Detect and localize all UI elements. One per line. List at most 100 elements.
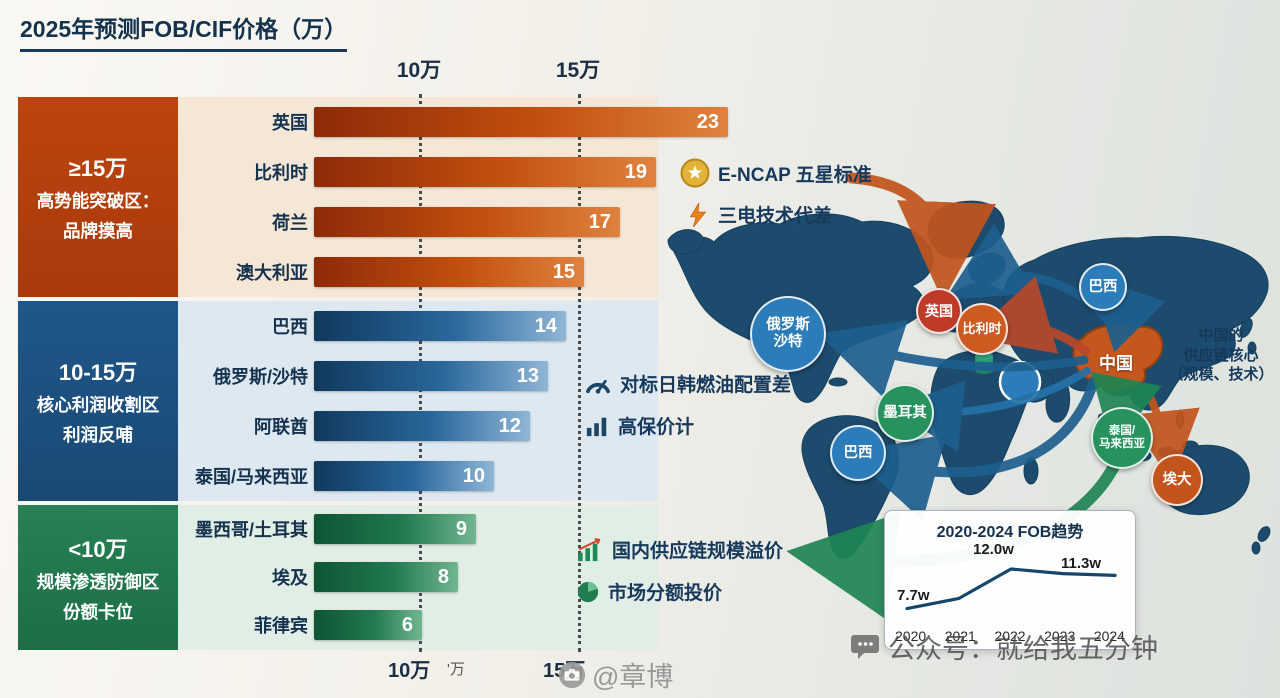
bar-value-label: 8 [437, 565, 449, 588]
bar-row-label: 比利时 [254, 163, 308, 183]
bar-row-label: 英国 [272, 113, 308, 133]
bar-row: 英国 23 [178, 97, 728, 147]
arrow-blue-to-turkey [890, 367, 1091, 452]
bar: 8 [314, 562, 458, 592]
bar-value-label: 19 [624, 160, 647, 183]
tier2-line3: 利润反哺 [63, 425, 133, 445]
axis-tick-bottom-10: 10万 [388, 660, 431, 682]
new-zealand-north [1257, 526, 1271, 542]
badge-label: 埃大 [1162, 471, 1192, 488]
tier2-line1: 10-15万 [58, 360, 138, 385]
bar-row: 荷兰 17 [178, 197, 620, 247]
point-label-2020: 7.7w [897, 587, 930, 604]
watermark-text: 公众号：就给我五分钟 [888, 634, 1158, 664]
china-label: 中国 [1099, 354, 1133, 373]
year-tick: 2024 [1093, 628, 1125, 644]
annotation-text: 市场分额投价 [608, 583, 723, 604]
watermark-center: @章博 [558, 655, 673, 694]
bar-row-label: 巴西 [272, 317, 308, 337]
bar-row: 巴西 14 [178, 301, 566, 351]
arrow-orange-to-uk [846, 172, 996, 301]
badge-label: 巴西 [1088, 278, 1118, 295]
bar-value-label: 9 [455, 517, 467, 540]
bar-row: 比利时 19 [178, 147, 656, 197]
annotation-fuel-config: 对标日韩燃油配置差 [584, 370, 791, 397]
tier2-block: 10-15万 核心利润收割区 利润反哺 [18, 301, 178, 501]
core-note-line: 供应链核心 [1183, 346, 1259, 364]
tier3-line1: <10万 [68, 536, 128, 562]
page-title: 2025年预测FOB/CIF价格（万） [20, 10, 348, 52]
annotation-high-price: 高保价计 [584, 412, 694, 439]
annotation-text: 高保价计 [618, 417, 695, 438]
bar: 23 [314, 107, 728, 137]
year-tick: 2023 [1044, 628, 1076, 644]
year-tick: 2022 [994, 628, 1026, 644]
tier1-line1: ≥15万 [68, 156, 128, 181]
annotation-text: 国内供应链规模溢价 [612, 541, 784, 562]
tier3-block: <10万 规模渗透防御区 份额卡位 [18, 505, 178, 650]
map-badge-belgium: 比利时 [956, 303, 1008, 355]
bar-chart-icon [586, 417, 607, 436]
annotation-three-electric: 三电技术代差 [686, 201, 832, 228]
bar-row-label: 泰国/马来西亚 [194, 467, 308, 487]
bar-row: 墨西哥/土耳其 9 [178, 505, 476, 553]
arrow-blue-to-brazil [848, 376, 1099, 521]
map-badge-mexico-turkey: 墨耳其 [876, 384, 934, 442]
bar-row-label: 埃及 [272, 568, 308, 588]
bar: 13 [314, 361, 548, 391]
core-note-line: （规模、技术） [1168, 366, 1274, 383]
tier2-line2: 核心利润收割区 [36, 395, 160, 415]
tier1-line2: 高势能突破区： [36, 191, 160, 211]
japan-south [1247, 341, 1257, 355]
watermark-right: 公众号：就给我五分钟 [850, 627, 1158, 666]
badge-label: 俄罗斯 [766, 317, 810, 334]
bar-row: 俄罗斯/沙特 13 [178, 351, 548, 401]
map-badge-russia-saudi: 俄罗斯 沙特 [750, 296, 826, 372]
watermark-text: @章博 [592, 662, 674, 692]
annotation-text: 三电技术代差 [718, 206, 833, 227]
map-badge-thailand-malaysia: 泰国/ 马来西亚 [1091, 407, 1153, 469]
annotation-encap: E-NCAP 五星标准 [680, 158, 872, 188]
bar-row-label: 菲律宾 [254, 616, 308, 636]
bar: 10 [314, 461, 494, 491]
core-note-line: 中国的 [1198, 327, 1244, 344]
bar-row-label: 阿联酋 [254, 417, 308, 437]
bar-value-label: 10 [462, 464, 485, 487]
bar-row-label: 澳大利亚 [236, 263, 308, 283]
trend-line-chart [905, 567, 1117, 611]
point-label-2022: 12.0w [973, 541, 1014, 558]
tier1-block: ≥15万 高势能突破区： 品牌摸高 [18, 97, 178, 297]
bar-value-label: 13 [516, 364, 539, 387]
five-star-badge-icon [680, 158, 710, 188]
point-label-2024: 11.3w [1061, 555, 1102, 572]
map-badge-brazil-top: 巴西 [1079, 263, 1127, 311]
tier3-line3: 份额卡位 [63, 601, 133, 622]
map-badge-egypt: 埃大 [1151, 454, 1203, 506]
bar-value-label: 23 [696, 110, 719, 133]
badge-label: 泰国/ [1108, 424, 1136, 437]
bar-row-label: 墨西哥/土耳其 [194, 520, 308, 540]
badge-label: 墨耳其 [883, 404, 927, 421]
inset-year-axis: 2020 2021 2022 2023 2024 [895, 628, 1125, 644]
bar-row-label: 荷兰 [272, 213, 308, 233]
camera-icon [558, 661, 586, 688]
bar-row: 菲律宾 6 [178, 601, 422, 649]
annotation-text: E-NCAP 五星标准 [718, 164, 872, 186]
bar: 17 [314, 207, 620, 237]
bar-row-label: 俄罗斯/沙特 [212, 367, 308, 387]
tier1-line3: 品牌摸高 [63, 221, 133, 241]
bar-value-label: 6 [401, 613, 413, 636]
fob-trend-inset: 2020-2024 FOB趋势 7.7w 12.0w 11.3w 2020 20… [884, 510, 1136, 650]
china-core-note: 中国的 供应链核心 （规模、技术） [1160, 326, 1280, 385]
inset-title: 2020-2024 FOB趋势 [936, 524, 1084, 541]
bar: 12 [314, 411, 530, 441]
bar: 14 [314, 311, 566, 341]
arrow-blue-to-russia-saudi [818, 320, 1089, 398]
bar-value-label: 15 [552, 260, 575, 283]
map-badge-brazil-south: 巴西 [830, 425, 886, 481]
japan [1239, 318, 1253, 338]
speech-bubble-icon [851, 634, 879, 659]
lightning-icon [689, 202, 707, 227]
caribbean [828, 377, 848, 387]
annotation-market-share: 市场分额投价 [576, 578, 722, 605]
